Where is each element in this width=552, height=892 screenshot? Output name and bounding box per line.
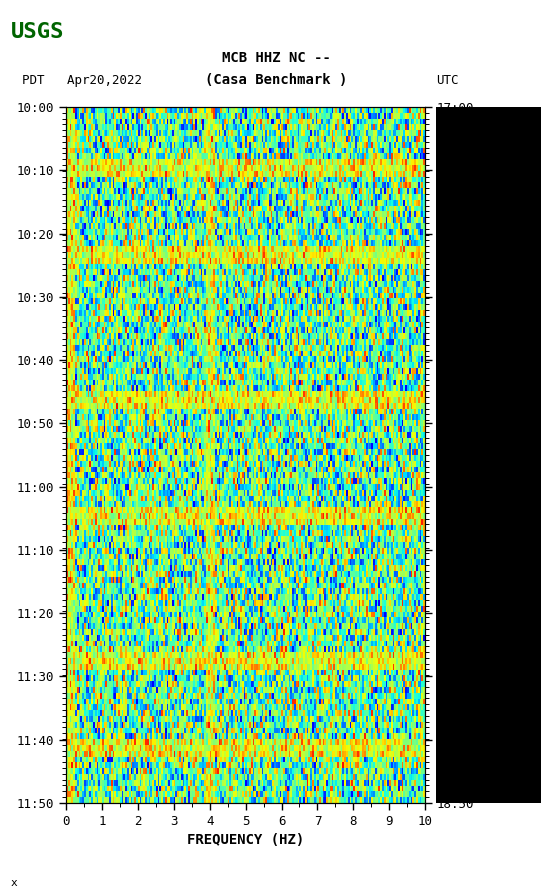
- Text: x: x: [11, 878, 18, 888]
- Text: USGS: USGS: [11, 22, 65, 42]
- Text: (Casa Benchmark ): (Casa Benchmark ): [205, 73, 347, 87]
- Text: UTC: UTC: [436, 74, 459, 87]
- Text: PDT   Apr20,2022: PDT Apr20,2022: [22, 74, 142, 87]
- Text: MCB HHZ NC --: MCB HHZ NC --: [221, 51, 331, 65]
- X-axis label: FREQUENCY (HZ): FREQUENCY (HZ): [187, 833, 304, 847]
